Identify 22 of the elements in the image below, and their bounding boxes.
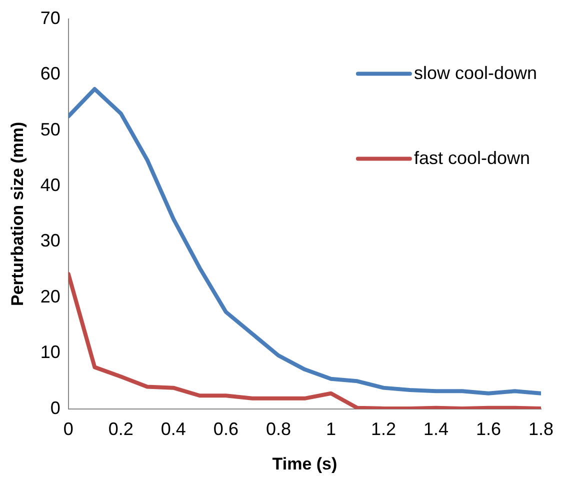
x-tick-label: 1.6 <box>476 418 502 439</box>
y-tick-label: 30 <box>40 230 60 251</box>
x-tick-label: 0.2 <box>108 418 134 439</box>
x-axis-title: Time (s) <box>272 454 338 474</box>
x-tick-label: 1.8 <box>528 418 554 439</box>
y-tick-label: 70 <box>40 8 60 28</box>
x-tick-label: 0.8 <box>266 418 291 439</box>
y-axis-title: Perturbation size (mm) <box>8 122 27 306</box>
y-tick-label: 10 <box>40 342 60 362</box>
x-tick-label: 1 <box>326 418 336 439</box>
x-tick-label: 0 <box>63 418 74 439</box>
legend-label: slow cool-down <box>414 62 538 83</box>
x-tick-label: 1.4 <box>423 418 448 439</box>
legend-label: fast cool-down <box>414 148 530 168</box>
y-tick-label: 40 <box>40 174 60 195</box>
x-tick-label: 1.2 <box>370 418 396 439</box>
y-tick-label: 20 <box>40 286 60 306</box>
y-tick-label: 50 <box>40 119 60 140</box>
x-tick-label: 0.4 <box>160 418 186 439</box>
y-tick-label: 0 <box>50 398 60 418</box>
y-tick-label: 60 <box>40 64 60 84</box>
x-tick-label: 0.6 <box>213 418 238 439</box>
